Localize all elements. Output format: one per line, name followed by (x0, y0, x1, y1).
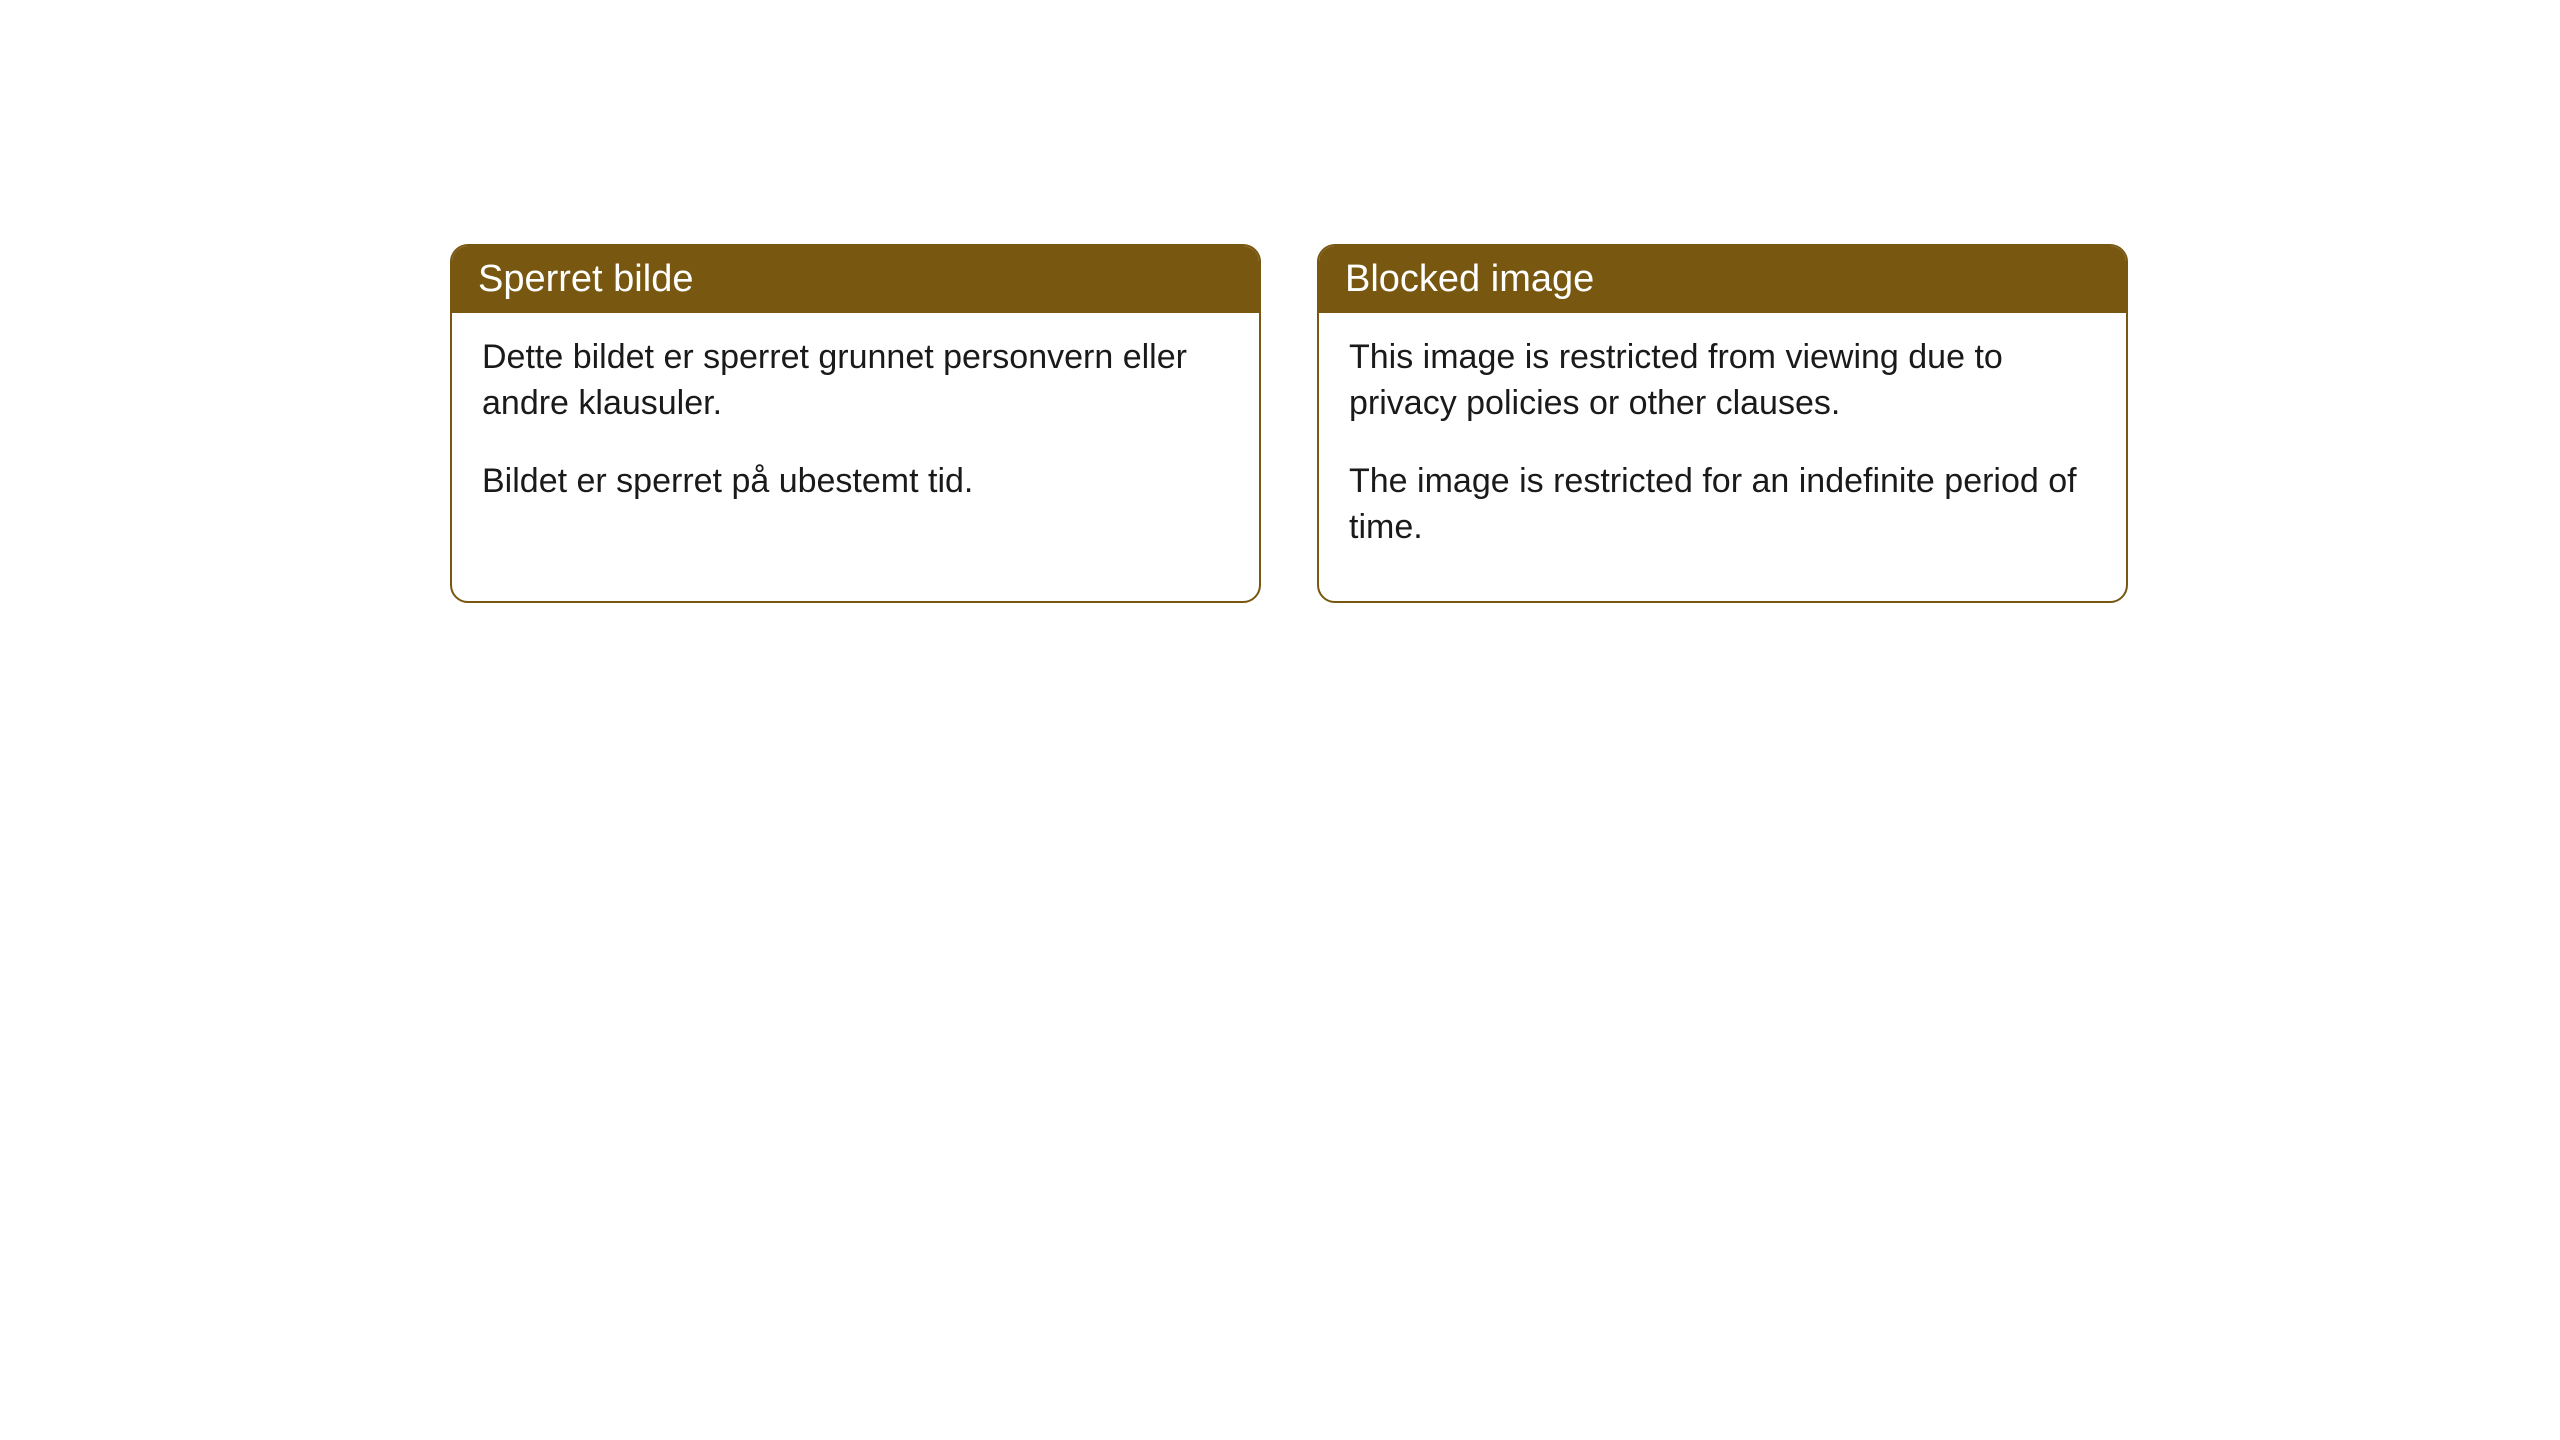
card-body: Dette bildet er sperret grunnet personve… (452, 313, 1259, 555)
cards-container: Sperret bilde Dette bildet er sperret gr… (450, 244, 2128, 603)
card-english: Blocked image This image is restricted f… (1317, 244, 2128, 603)
card-body-paragraph: The image is restricted for an indefinit… (1349, 459, 2096, 551)
card-norwegian: Sperret bilde Dette bildet er sperret gr… (450, 244, 1261, 603)
card-header: Sperret bilde (452, 246, 1259, 313)
card-body: This image is restricted from viewing du… (1319, 313, 2126, 601)
card-body-paragraph: This image is restricted from viewing du… (1349, 335, 2096, 427)
card-body-paragraph: Dette bildet er sperret grunnet personve… (482, 335, 1229, 427)
card-body-paragraph: Bildet er sperret på ubestemt tid. (482, 459, 1229, 505)
card-header: Blocked image (1319, 246, 2126, 313)
